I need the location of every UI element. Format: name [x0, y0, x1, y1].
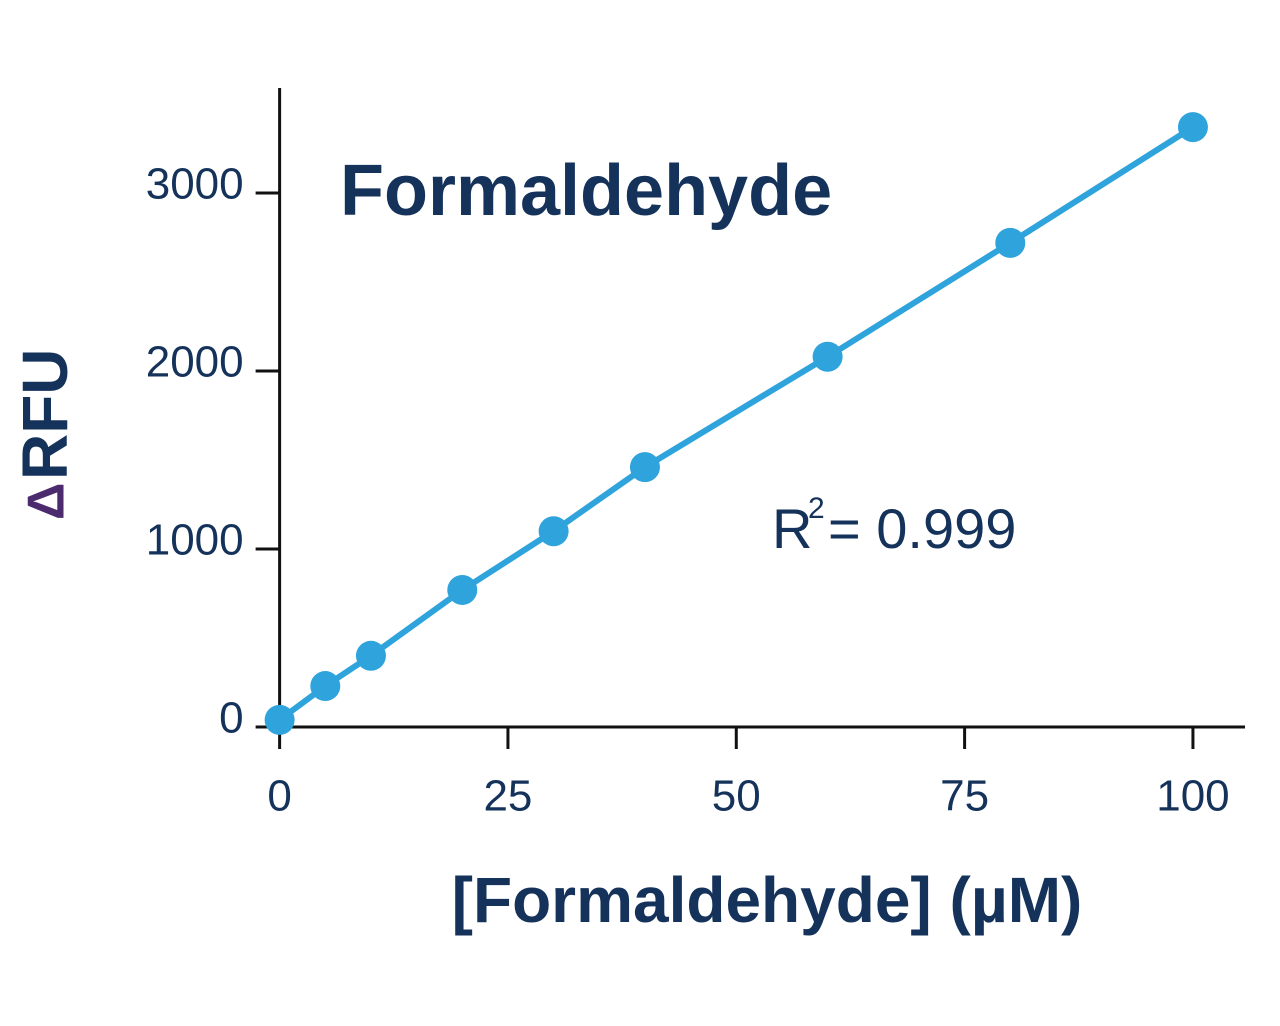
annotation-superscript: 2 [808, 492, 825, 525]
annotation-base: R [772, 497, 812, 560]
chart-title: Formaldehyde [340, 151, 832, 231]
y-axis-label: Δ RFU [9, 348, 81, 520]
x-tick-label: 0 [267, 772, 291, 821]
y-label-text: RFU [9, 348, 81, 480]
data-point [629, 452, 660, 483]
y-tick-label: 2000 [146, 338, 244, 387]
data-point [812, 341, 843, 372]
data-point [995, 227, 1026, 258]
x-tick-label: 75 [940, 772, 989, 821]
data-point [1177, 112, 1208, 143]
y-label-symbol: Δ [18, 483, 76, 520]
y-tick-label: 0 [219, 694, 243, 743]
data-point [538, 516, 569, 547]
data-point [310, 671, 341, 702]
x-tick-label: 100 [1156, 772, 1229, 821]
annotation-rest: = 0.999 [828, 497, 1016, 560]
x-axis-label: [Formaldehyde] (µM) [452, 864, 1083, 936]
y-tick-label: 3000 [146, 160, 244, 209]
data-point [447, 574, 478, 605]
x-tick-label: 50 [712, 772, 761, 821]
data-point [264, 704, 295, 735]
data-point [355, 640, 386, 671]
x-tick-label: 25 [483, 772, 532, 821]
y-tick-label: 1000 [146, 516, 244, 565]
